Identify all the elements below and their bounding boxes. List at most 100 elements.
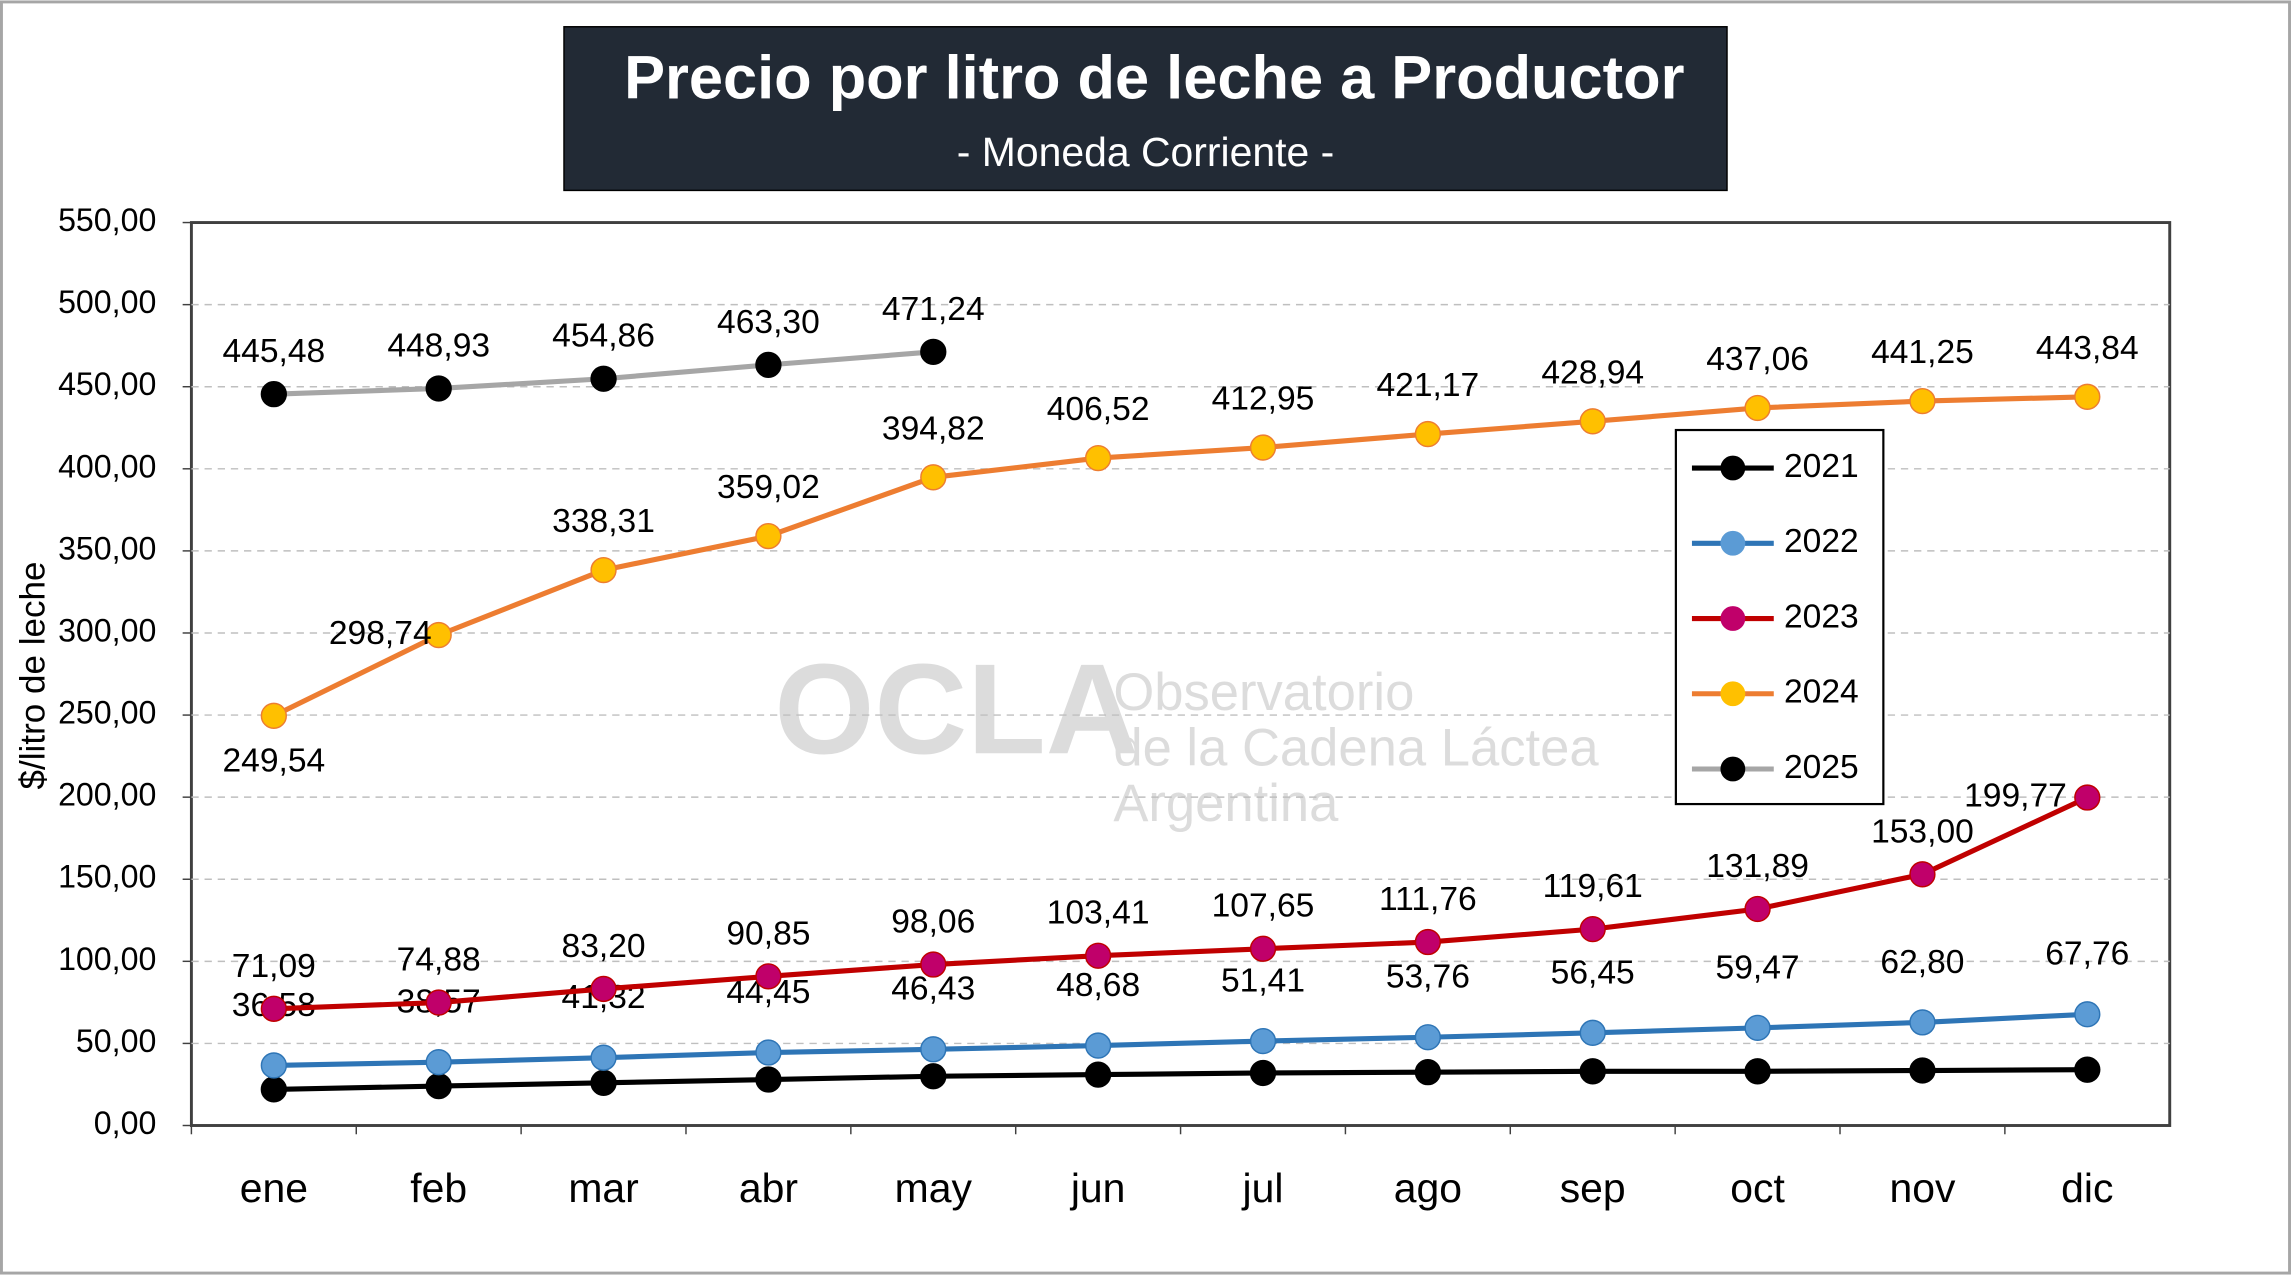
data-point xyxy=(920,338,947,366)
data-point xyxy=(1414,1024,1442,1051)
x-tick-label: oct xyxy=(1730,1165,1785,1211)
legend-marker xyxy=(1720,681,1746,707)
data-label: 119,61 xyxy=(1543,868,1643,905)
data-label: 131,89 xyxy=(1706,848,1809,885)
series-line xyxy=(273,1067,2088,1092)
x-tick-label: abr xyxy=(739,1165,798,1211)
watermark: OCLA Observatorio de la Cadena Láctea Ar… xyxy=(774,638,1599,833)
data-point xyxy=(1744,895,1771,923)
data-label: 249,54 xyxy=(222,742,325,779)
data-point xyxy=(425,621,452,649)
data-point xyxy=(1249,1027,1277,1055)
data-label: 454,86 xyxy=(552,318,655,355)
watermark-logo: OCLA xyxy=(774,638,1138,781)
y-axis-label: $/litro de leche xyxy=(13,562,52,790)
y-tick-label: 550,00 xyxy=(58,202,156,238)
chart-subtitle: - Moneda Corriente - xyxy=(957,129,1334,175)
x-tick-label: jul xyxy=(1242,1165,1284,1211)
data-point xyxy=(2074,383,2101,410)
data-label: 107,65 xyxy=(1212,888,1315,925)
data-point xyxy=(920,464,947,491)
x-tick-label: ene xyxy=(240,1165,308,1211)
legend-marker xyxy=(1720,756,1746,782)
series-line xyxy=(272,394,2088,719)
data-point xyxy=(1909,387,1936,415)
data-point xyxy=(920,1036,947,1063)
y-tick-label: 100,00 xyxy=(58,941,156,977)
data-point xyxy=(1414,1058,1442,1086)
legend-label: 2021 xyxy=(1784,448,1859,485)
y-tick-label: 150,00 xyxy=(58,859,156,895)
data-label: 56,45 xyxy=(1551,954,1635,991)
data-point xyxy=(590,365,617,392)
data-label: 428,94 xyxy=(1541,354,1644,391)
y-tick-label: 350,00 xyxy=(58,530,156,566)
data-point xyxy=(260,380,287,408)
data-label: 437,06 xyxy=(1706,341,1809,378)
watermark-text: de la Cadena Láctea xyxy=(1113,718,1599,777)
data-point xyxy=(590,1044,617,1071)
data-point xyxy=(1909,1009,1936,1036)
legend-marker xyxy=(1720,606,1746,631)
data-label: 463,30 xyxy=(717,304,820,341)
data-point xyxy=(425,1072,452,1100)
data-point xyxy=(1249,1059,1277,1087)
data-point xyxy=(1579,408,1606,435)
chart-title: Precio por litro de leche a Productor xyxy=(624,43,1684,112)
data-point xyxy=(1909,1057,1936,1084)
data-point xyxy=(755,1039,782,1066)
data-label: 471,24 xyxy=(882,291,985,328)
data-point xyxy=(755,522,782,550)
data-label: 199,77 xyxy=(1964,777,2067,814)
data-label: 53,76 xyxy=(1386,959,1470,996)
x-tick-label: mar xyxy=(568,1165,638,1211)
series-line xyxy=(273,795,2089,1012)
watermark-text: Argentina xyxy=(1113,774,1339,833)
data-point xyxy=(1084,942,1112,969)
y-tick-label: 200,00 xyxy=(58,777,156,813)
data-point xyxy=(1744,394,1771,422)
y-tick-label: 0,00 xyxy=(94,1105,157,1141)
data-label: 98,06 xyxy=(891,903,975,940)
data-point xyxy=(260,995,287,1022)
data-point xyxy=(1249,434,1277,461)
y-tick-label: 50,00 xyxy=(76,1023,156,1059)
data-label: 441,25 xyxy=(1871,334,1974,371)
y-tick-label: 500,00 xyxy=(58,284,156,320)
legend-label: 2023 xyxy=(1784,598,1859,635)
data-label: 394,82 xyxy=(882,410,985,447)
data-point xyxy=(260,702,287,729)
data-point xyxy=(1579,915,1606,943)
data-label: 448,93 xyxy=(387,327,490,364)
data-label: 298,74 xyxy=(329,615,432,652)
data-point xyxy=(2074,1001,2101,1028)
y-tick-label: 450,00 xyxy=(58,366,156,402)
data-point xyxy=(260,1076,287,1103)
data-point xyxy=(1084,1032,1112,1059)
data-point xyxy=(920,951,947,978)
data-point xyxy=(425,1049,452,1076)
data-label: 67,76 xyxy=(2045,936,2129,973)
data-label: 421,17 xyxy=(1376,367,1479,404)
data-point xyxy=(755,963,782,990)
legend: 2021 2022 2023 2024 2025 xyxy=(1674,428,1885,806)
data-label: 59,47 xyxy=(1716,949,1800,986)
x-tick-label: jun xyxy=(1070,1165,1126,1211)
legend-marker xyxy=(1720,455,1746,481)
data-label: 48,68 xyxy=(1056,967,1140,1004)
data-point xyxy=(590,975,617,1003)
legend-label: 2024 xyxy=(1784,674,1859,711)
data-label: 443,84 xyxy=(2036,330,2139,367)
data-label: 83,20 xyxy=(562,928,646,965)
data-label: 71,09 xyxy=(232,948,316,985)
data-label: 62,80 xyxy=(1880,944,1964,981)
data-point xyxy=(1414,928,1442,956)
data-label: 412,95 xyxy=(1212,381,1315,418)
data-point xyxy=(1249,935,1277,962)
data-point xyxy=(1744,1014,1771,1042)
x-tick-label: dic xyxy=(2061,1165,2113,1211)
data-point xyxy=(425,375,452,402)
legend-marker xyxy=(1720,530,1746,556)
x-tick-label: feb xyxy=(410,1165,467,1211)
